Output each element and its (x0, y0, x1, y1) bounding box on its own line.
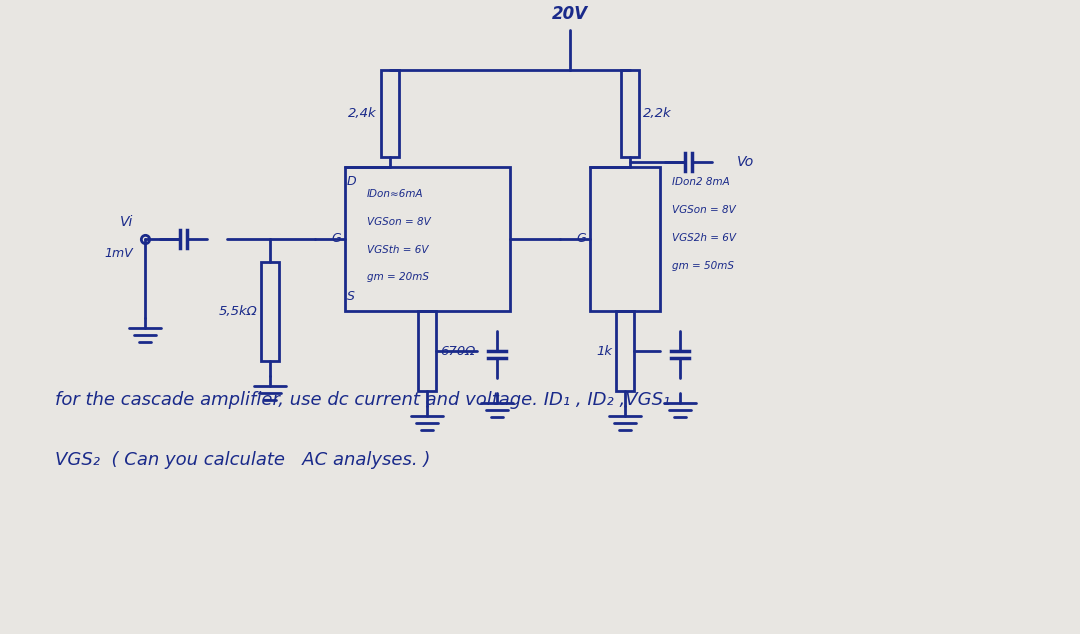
Bar (381, 70, 399, 157)
Text: Vo: Vo (737, 155, 754, 169)
Text: 1mV: 1mV (105, 247, 133, 259)
Text: 20V: 20V (552, 4, 589, 23)
Bar (590, 167, 660, 311)
Text: 2,2k: 2,2k (643, 107, 672, 120)
Text: 2,4k: 2,4k (349, 107, 377, 120)
Text: gm = 50mS: gm = 50mS (672, 261, 734, 271)
Text: VGSth = 6V: VGSth = 6V (367, 245, 429, 255)
Text: VGS₂  ( Can you calculate   AC analyses. ): VGS₂ ( Can you calculate AC analyses. ) (55, 451, 430, 469)
Bar (418, 311, 436, 391)
Text: 670Ω: 670Ω (440, 345, 475, 358)
Text: D: D (347, 175, 356, 188)
Text: VGSon = 8V: VGSon = 8V (367, 217, 431, 227)
Bar (616, 311, 634, 391)
Text: gm = 20mS: gm = 20mS (367, 273, 429, 283)
Text: Vi: Vi (120, 215, 133, 229)
Text: S: S (347, 290, 355, 303)
Bar (345, 167, 510, 311)
Text: 5,5kΩ: 5,5kΩ (218, 305, 257, 318)
Bar (621, 70, 639, 157)
Text: 1k: 1k (596, 345, 612, 358)
Bar (261, 262, 279, 361)
Text: G: G (332, 232, 341, 245)
Text: IDon2 8mA: IDon2 8mA (672, 177, 730, 187)
Text: VGSon = 8V: VGSon = 8V (672, 205, 735, 215)
Text: VGS2h = 6V: VGS2h = 6V (672, 233, 735, 243)
Text: G: G (577, 232, 586, 245)
Text: for the cascade amplifier, use dc current and voltage. ID₁ , ID₂ ,VGS₁: for the cascade amplifier, use dc curren… (55, 391, 671, 409)
Text: IDon≈6mA: IDon≈6mA (367, 189, 423, 199)
